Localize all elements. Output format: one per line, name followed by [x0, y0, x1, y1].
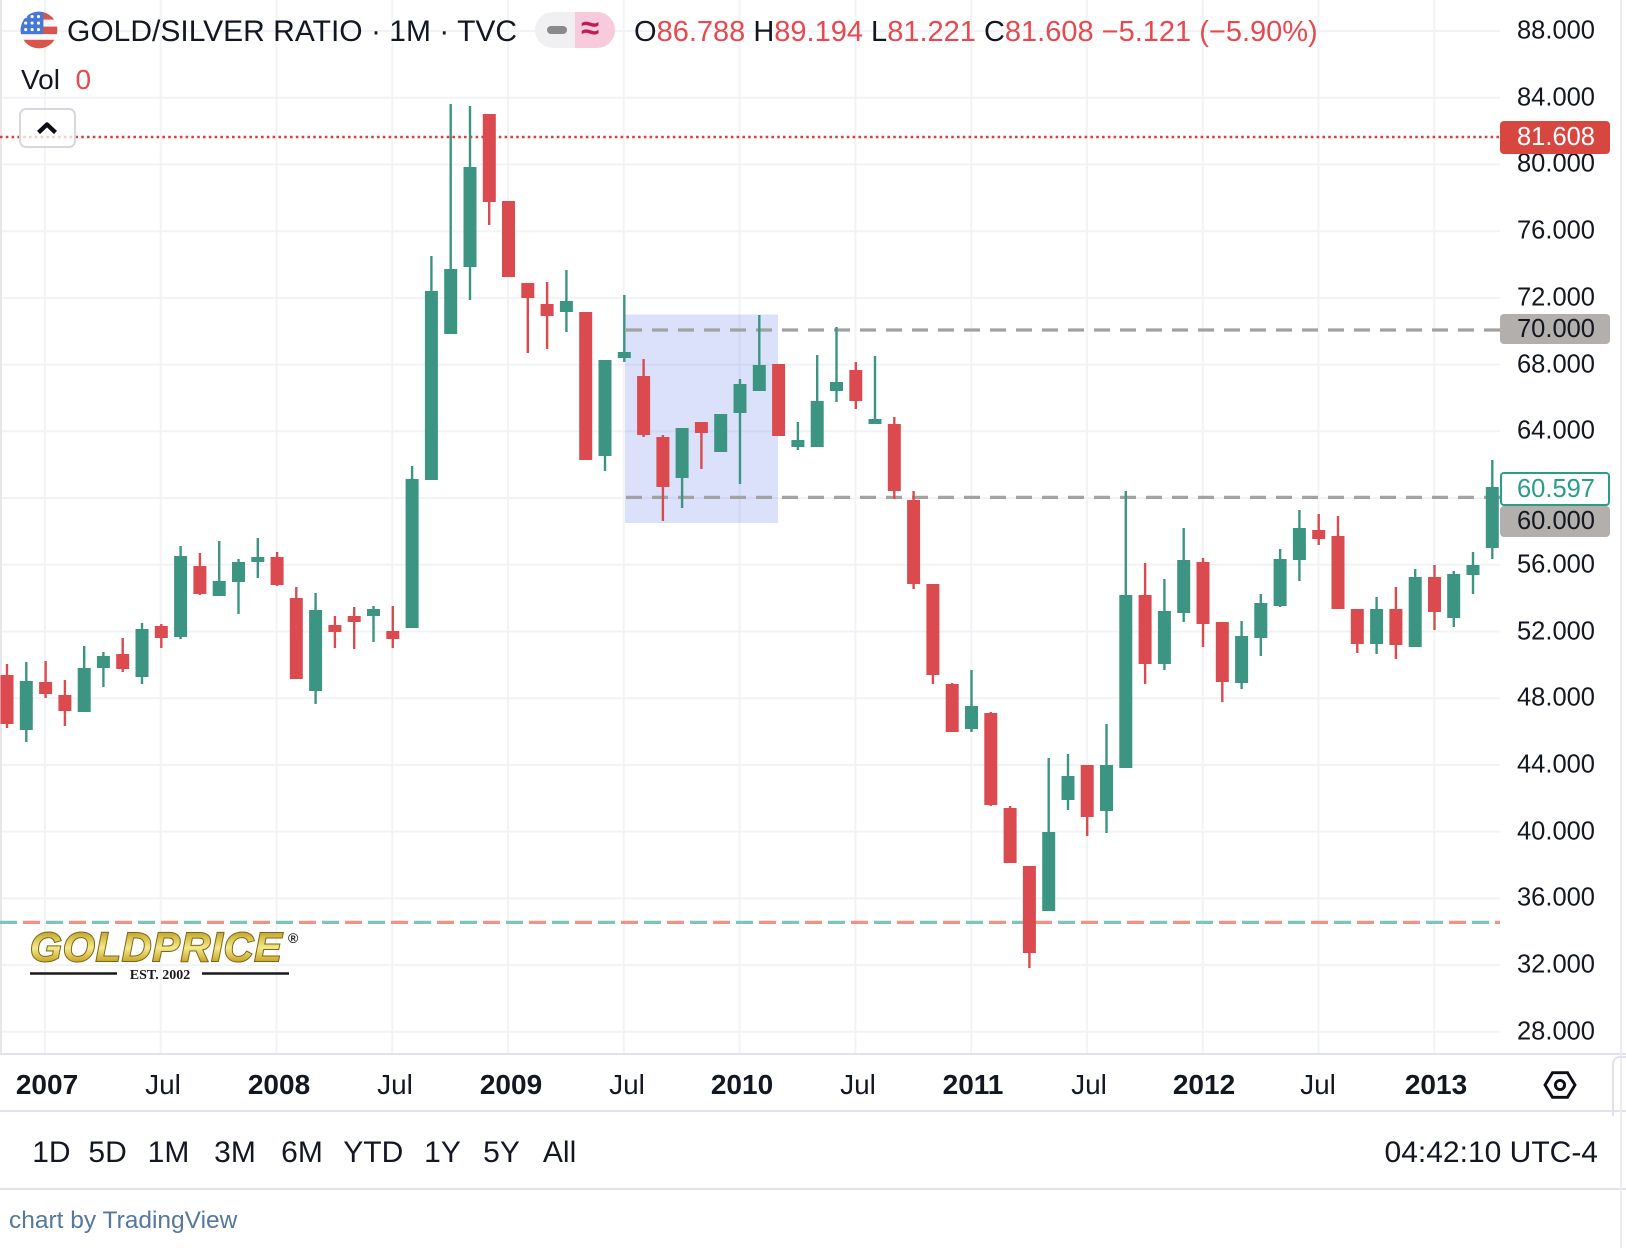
- svg-text:GOLDPRICE: GOLDPRICE: [30, 924, 283, 970]
- svg-text:EST. 2002: EST. 2002: [130, 968, 190, 983]
- svg-text:®: ®: [288, 930, 299, 946]
